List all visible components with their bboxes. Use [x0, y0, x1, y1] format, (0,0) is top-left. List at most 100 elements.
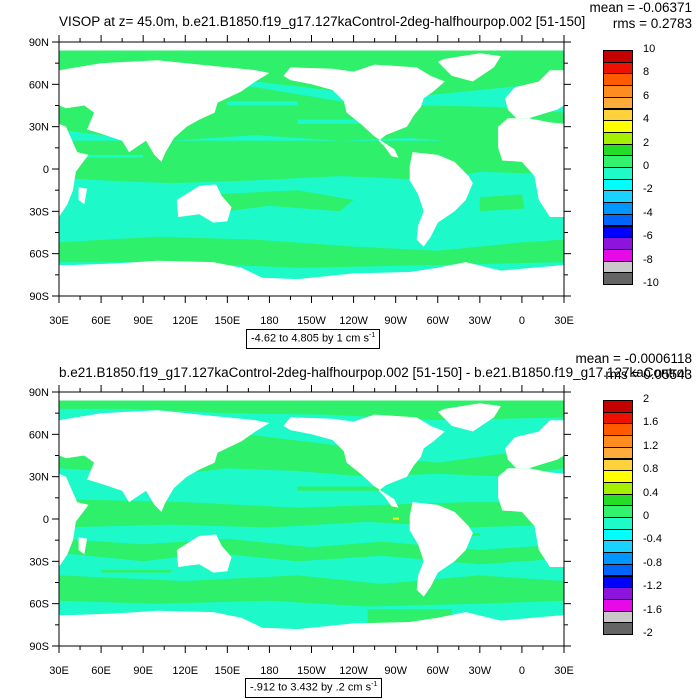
colorbar-tick-label: -4: [643, 206, 653, 219]
africa-east-landmass: [59, 473, 89, 567]
ocean-strip: [227, 454, 298, 457]
africa-west-landmass: [498, 468, 564, 567]
ocean-green-patch: [59, 236, 564, 268]
bottom-contour-info-exp: -1: [371, 681, 378, 688]
bottom-plot-title: b.e21.B1850.f19_g17.127kaControl-2deg-ha…: [59, 365, 688, 380]
ocean-strip: [297, 119, 382, 124]
lon-tick-label: 30E: [554, 665, 574, 677]
lon-tick-label: 120E: [172, 315, 198, 327]
bottom-lon-labels: 30E 60E 90E 120E 150E 180 150W 120W 90W 60W 30W 0 30…: [49, 665, 574, 677]
lat-tick-label: 60S: [29, 249, 49, 261]
colorbar-tick-label: 0.4: [643, 486, 659, 499]
lon-tick-label: 30W: [469, 315, 492, 327]
africa-east-landmass: [59, 123, 89, 217]
lon-tick-label: 150W: [297, 665, 326, 677]
bottom-contour-info: -.912 to 3.432 by .2 cm s-1: [245, 678, 383, 698]
bottom-axis-ticks: [52, 385, 571, 653]
lon-tick-label: 0: [519, 665, 525, 677]
africa-west-landmass: [498, 118, 564, 217]
colorbar-tick-label: 8: [643, 66, 650, 79]
ocean-strip: [101, 569, 172, 573]
lat-tick-label: 60N: [29, 79, 49, 91]
ocean-strip: [73, 154, 144, 158]
greenland-landmass: [437, 403, 501, 432]
top-lat-labels: 90N 60N 30N 0 30S 60S 90S: [29, 37, 49, 303]
top-map-plot: 90N 60N 30N 0 30S 60S 90S 30E 60E 90E 120E 150E 180…: [29, 35, 574, 327]
colorbar-tick-label: 0.8: [643, 463, 659, 476]
ocean-strip: [297, 486, 382, 491]
lon-tick-label: 60E: [91, 665, 111, 677]
lon-tick-label: 120W: [339, 315, 368, 327]
north-america-landmass: [283, 414, 445, 508]
lon-tick-label: 150E: [214, 665, 240, 677]
ocean-green-patch: [59, 400, 564, 421]
bottom-map-plot: 90N 60N 30N 0 30S 60S 90S 30E 60E 90E 120E 150E 180…: [29, 385, 574, 677]
lon-tick-label: 90W: [384, 315, 407, 327]
colorbar-tick-label: 2: [643, 136, 650, 149]
lon-tick-label: 180: [260, 315, 278, 327]
australia-landmass: [176, 534, 232, 573]
lat-tick-label: 90S: [29, 641, 49, 653]
lon-tick-label: 90W: [384, 665, 407, 677]
eurasia-landmass: [59, 410, 270, 512]
lon-tick-label: 120E: [172, 665, 198, 677]
top-colorbar: 10 8 6 4 2 0 -2 -4 -6 -8 -10: [603, 44, 659, 289]
antarctica-landmass: [59, 610, 564, 646]
colorbar-tick-label: 1.6: [643, 416, 659, 429]
colorbar-tick-label: -0.4: [643, 533, 662, 546]
bottom-mean-label: mean = -0.0006118: [575, 351, 692, 366]
top-plot-title: VISOP at z= 45.0m, b.e21.B1850.f19_g17.1…: [59, 14, 586, 29]
lon-tick-label: 60W: [426, 665, 449, 677]
colorbar-tick-label: -0.8: [643, 556, 662, 569]
lat-tick-label: 90S: [29, 291, 49, 303]
lon-tick-label: 30E: [554, 315, 574, 327]
colorbar-tick-label: -1.6: [643, 603, 662, 616]
colorbar-tick-label: -6: [643, 230, 653, 243]
europe-west-landmass: [505, 420, 564, 469]
bottom-lat-labels: 90N 60N 30N 0 30S 60S 90S: [29, 387, 49, 653]
ocean-strip: [101, 208, 172, 213]
lat-tick-label: 0: [43, 514, 49, 526]
south-america-landmass: [409, 152, 473, 247]
lon-tick-label: 60W: [426, 315, 449, 327]
lat-tick-label: 90N: [29, 387, 49, 399]
lat-tick-label: 30S: [29, 556, 49, 568]
anomaly-speck: [392, 517, 399, 520]
lon-tick-label: 30W: [469, 665, 492, 677]
colorbar-tick-label: 2: [643, 393, 650, 405]
australia-landmass: [176, 184, 232, 223]
lat-tick-label: 30N: [29, 472, 49, 484]
colorbar-tick-label: 0: [643, 160, 650, 172]
lat-tick-label: 0: [43, 164, 49, 176]
ocean-green-patch: [59, 575, 564, 607]
top-lon-labels: 30E 60E 90E 120E 150E 180 150W 120W 90W 60W 30W 0 30…: [49, 315, 574, 327]
bottom-rms-label: rms = 0.05543: [605, 367, 692, 382]
top-map-panel: VISOP at z= 45.0m, b.e21.B1850.f19_g17.1…: [29, 0, 692, 349]
colorbar-tick-label: 6: [643, 89, 650, 102]
greenland-landmass: [437, 53, 501, 82]
top-contour-info-exp: -1: [369, 332, 376, 339]
europe-west-landmass: [505, 70, 564, 119]
lon-tick-label: 90E: [133, 665, 153, 677]
lat-tick-label: 60S: [29, 599, 49, 611]
colorbar-tick-label: -8: [643, 253, 653, 266]
top-axis-ticks: [52, 35, 571, 303]
ocean-green-patch: [213, 190, 354, 212]
madagascar-landmass: [78, 537, 88, 555]
lon-tick-label: 180: [260, 665, 278, 677]
lat-tick-label: 90N: [29, 37, 49, 49]
north-america-landmass: [283, 64, 445, 158]
colorbar-tick-label: -2: [643, 627, 653, 639]
ocean-strip: [409, 589, 480, 593]
colorbar-tick-label: 0: [643, 510, 650, 522]
south-america-landmass: [409, 502, 473, 597]
colorbar-tick-label: -2: [643, 183, 653, 196]
ocean-strip: [227, 101, 298, 106]
lat-tick-label: 30S: [29, 206, 49, 218]
lat-tick-label: 30N: [29, 122, 49, 134]
top-mean-label: mean = -0.06371: [589, 0, 692, 15]
ocean-green-patch: [479, 194, 525, 212]
top-land-mask: [59, 53, 564, 296]
bottom-contour-info-text: -.912 to 3.432 by .2 cm s: [250, 681, 372, 694]
top-contour-info: -4.62 to 4.805 by 1 cm s-1: [246, 329, 381, 349]
